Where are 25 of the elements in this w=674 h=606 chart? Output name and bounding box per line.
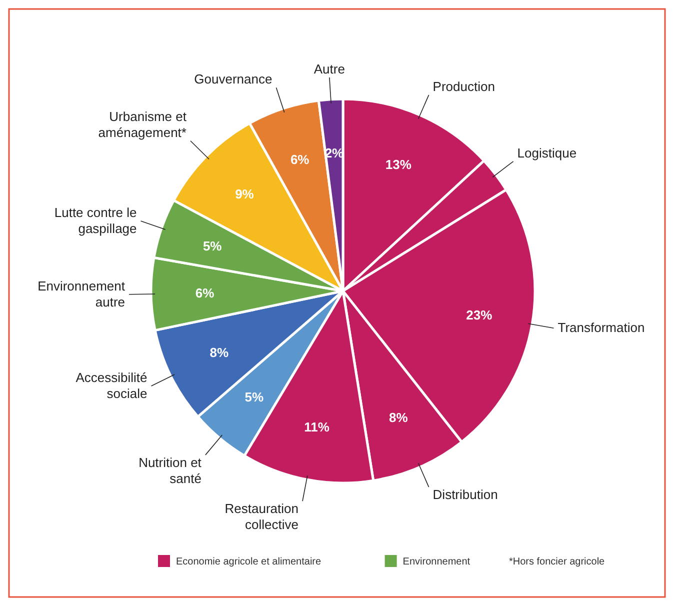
slice-label: Environnement autre bbox=[38, 278, 126, 310]
slice-label: Transformation bbox=[558, 320, 645, 336]
slice-label: Accessibilité sociale bbox=[76, 370, 148, 402]
data-label: 9% bbox=[235, 186, 254, 202]
text: Environnement bbox=[402, 556, 470, 568]
slice-label: Restauration collective bbox=[224, 501, 298, 532]
slice-label: Distribution bbox=[432, 487, 498, 502]
slice-label: Autre bbox=[314, 61, 345, 76]
text: *Hors foncier agricole bbox=[509, 556, 606, 568]
data-label: 23% bbox=[466, 308, 493, 323]
data-label: 8% bbox=[389, 410, 408, 426]
data-label: 5% bbox=[202, 238, 222, 254]
data-label: 11% bbox=[304, 419, 330, 434]
data-label: 8% bbox=[210, 344, 229, 360]
text: Economie agricole et alimentaire bbox=[176, 556, 322, 568]
slice-label: Nutrition et santé bbox=[138, 454, 202, 486]
data-label: 6% bbox=[290, 152, 310, 168]
data-label: 6% bbox=[195, 286, 215, 301]
slice-label: Lutte contre le gaspillage bbox=[54, 205, 137, 236]
slice-label: Production bbox=[432, 78, 495, 94]
data-label: 13% bbox=[385, 156, 412, 172]
slice-label: Gouvernance bbox=[194, 72, 272, 87]
slice-label: Urbanisme et aménagement* bbox=[98, 108, 187, 140]
data-label: 5% bbox=[244, 389, 264, 404]
slice-label: Logistique bbox=[517, 145, 577, 160]
